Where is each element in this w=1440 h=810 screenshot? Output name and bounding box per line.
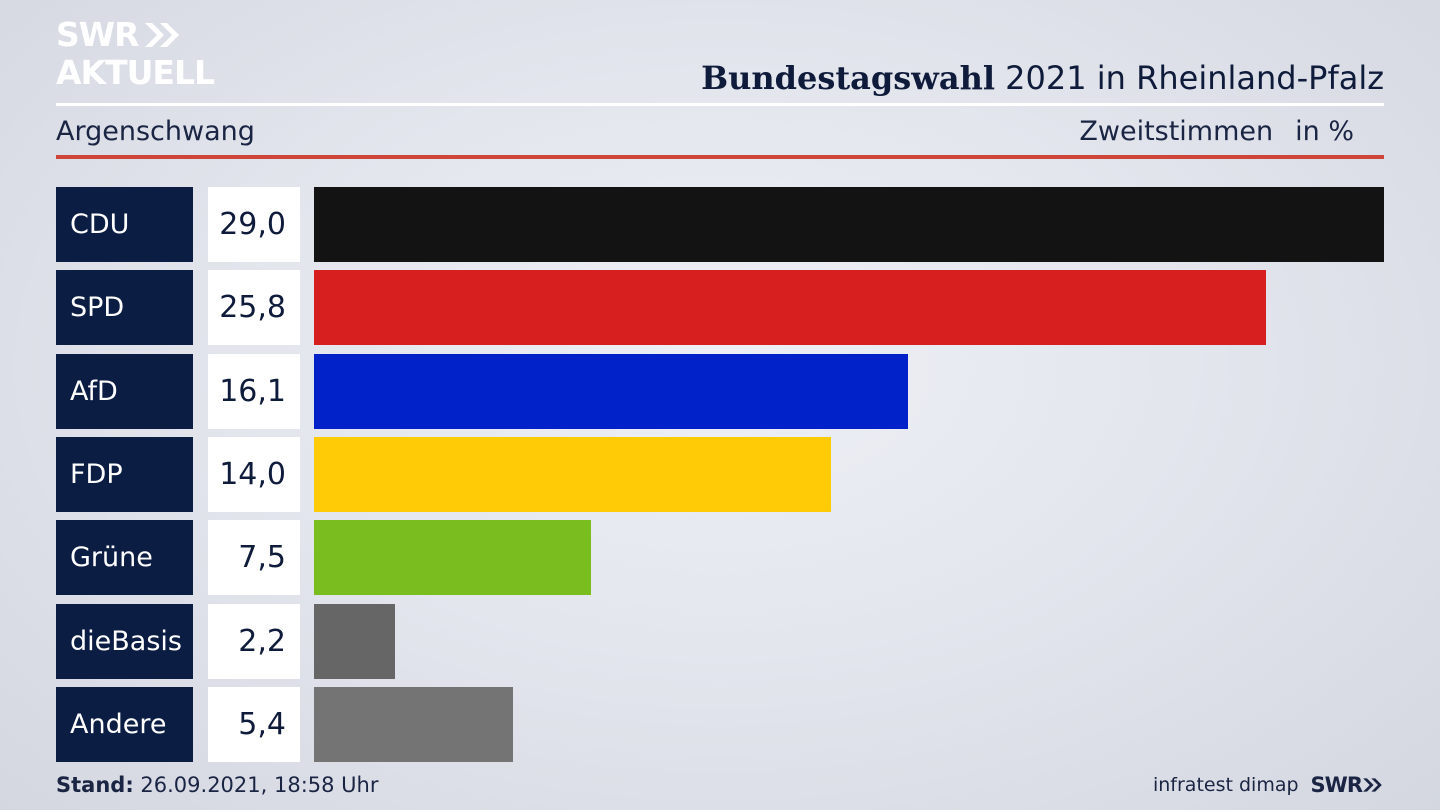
bar — [314, 687, 513, 762]
value-label: 14,0 — [208, 437, 300, 512]
party-label: AfD — [56, 354, 193, 429]
timestamp-value: 26.09.2021, 18:58 Uhr — [133, 773, 379, 797]
metric-label: Zweitstimmen in % — [1079, 112, 1354, 152]
bar — [314, 354, 908, 429]
party-label: Grüne — [56, 520, 193, 595]
footer-credits: infratest dimap SWR — [1153, 770, 1384, 800]
bar — [314, 520, 591, 595]
double-chevron-icon — [1363, 778, 1382, 792]
metric-name: Zweitstimmen — [1079, 116, 1274, 147]
party-label: Andere — [56, 687, 193, 762]
value-label: 5,4 — [208, 687, 300, 762]
chart-title-bold: Bundestagswahl — [701, 59, 995, 97]
party-label: SPD — [56, 270, 193, 345]
footer-swr-logo: SWR — [1311, 770, 1384, 800]
data-source: infratest dimap — [1152, 774, 1299, 796]
value-label: 7,5 — [208, 520, 300, 595]
metric-unit: in % — [1295, 116, 1354, 147]
timestamp: Stand: 26.09.2021, 18:58 Uhr — [56, 770, 379, 800]
logo-aktuell-text: AKTUELL — [56, 53, 215, 92]
swr-aktuell-logo: SWR AKTUELL — [56, 15, 215, 92]
chart-title: Bundestagswahl 2021 in Rheinland-Pfalz — [701, 56, 1384, 100]
district-name: Argenschwang — [56, 116, 255, 147]
chart-title-rest: 2021 in Rheinland-Pfalz — [995, 59, 1384, 97]
bar — [314, 187, 1384, 262]
accent-divider — [56, 155, 1384, 159]
header-divider — [56, 103, 1384, 106]
bar — [314, 270, 1266, 345]
timestamp-label: Stand: — [56, 773, 134, 797]
bar — [314, 604, 395, 679]
footer-swr-text: SWR — [1310, 773, 1363, 797]
logo-swr-text: SWR — [56, 15, 140, 54]
bar — [314, 437, 831, 512]
value-label: 16,1 — [208, 354, 300, 429]
party-label: dieBasis — [56, 604, 193, 679]
value-label: 29,0 — [208, 187, 300, 262]
value-label: 2,2 — [208, 604, 300, 679]
double-chevron-icon — [144, 23, 179, 47]
party-label: FDP — [56, 437, 193, 512]
value-label: 25,8 — [208, 270, 300, 345]
party-label: CDU — [56, 187, 193, 262]
